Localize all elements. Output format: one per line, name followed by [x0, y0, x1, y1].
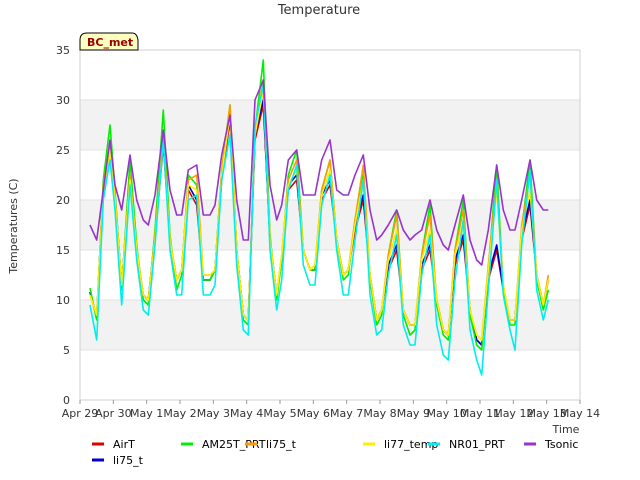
band-0: [80, 300, 580, 350]
series-line-5: [89, 84, 550, 376]
y-tick-label: 15: [56, 244, 70, 257]
legend-item: AirT: [92, 438, 135, 451]
x-tick-label: May 3: [197, 407, 230, 420]
x-tick-label: May 2: [163, 407, 196, 420]
x-axis-label: Time: [552, 423, 580, 436]
x-tick-label: May 10: [427, 407, 467, 420]
chart-title: Temperature: [277, 3, 360, 18]
badge-label: BC_met: [87, 36, 133, 49]
legend-item: Tsonic: [524, 438, 578, 451]
legend-label: li75_t: [113, 454, 144, 467]
y-tick-label: 25: [56, 144, 70, 157]
series-lines: [89, 59, 550, 376]
x-tick-label: Apr 30: [95, 407, 132, 420]
x-tick-label: Apr 29: [62, 407, 99, 420]
x-tick-label: May 9: [397, 407, 430, 420]
y-tick-label: 10: [56, 294, 70, 307]
legend-item: NR01_PRT: [428, 438, 505, 451]
x-tick-label: May 13: [527, 407, 567, 420]
x-tick-label: May 1: [130, 407, 163, 420]
legend-label: Tsonic: [544, 438, 578, 451]
y-tick-label: 5: [63, 344, 70, 357]
legend-item: li77_temp: [363, 438, 438, 451]
legend-item: AM25T_PRT: [181, 438, 266, 451]
y-tick-label: 35: [56, 44, 70, 57]
legend-label: AirT: [113, 438, 135, 451]
legend-label: li77_temp: [384, 438, 438, 451]
legend-label: NR01_PRT: [449, 438, 505, 451]
x-tick-label: May 12: [493, 407, 533, 420]
badge-shape: [79, 32, 139, 51]
x-tick-label: May 7: [330, 407, 363, 420]
x-tick-label: May 11: [460, 407, 500, 420]
background-bands: [80, 100, 580, 350]
y-tick-label: 0: [63, 394, 70, 407]
band-1: [80, 200, 580, 250]
y-axis-label: Temperatures (C): [7, 178, 20, 274]
x-tick-label: May 8: [363, 407, 396, 420]
legend-item: li75_t: [245, 438, 297, 451]
y-tick-label: 20: [56, 194, 70, 207]
y-tick-label: 30: [56, 94, 70, 107]
series-line-6: [89, 79, 549, 266]
legend-item: li75_t: [92, 454, 144, 467]
x-tick-label: May 4: [230, 407, 263, 420]
legend-label: AM25T_PRT: [202, 438, 266, 451]
station-badge: BC_met: [79, 32, 139, 51]
legend-label: li75_t: [266, 438, 297, 451]
plot-area: [79, 49, 581, 401]
x-tick-label: May 5: [263, 407, 296, 420]
x-tick-label: May 14: [560, 407, 600, 420]
x-tick-label: May 6: [297, 407, 330, 420]
y-axis-ticks: 0 5 10 15 20 25 30 35: [56, 44, 70, 407]
